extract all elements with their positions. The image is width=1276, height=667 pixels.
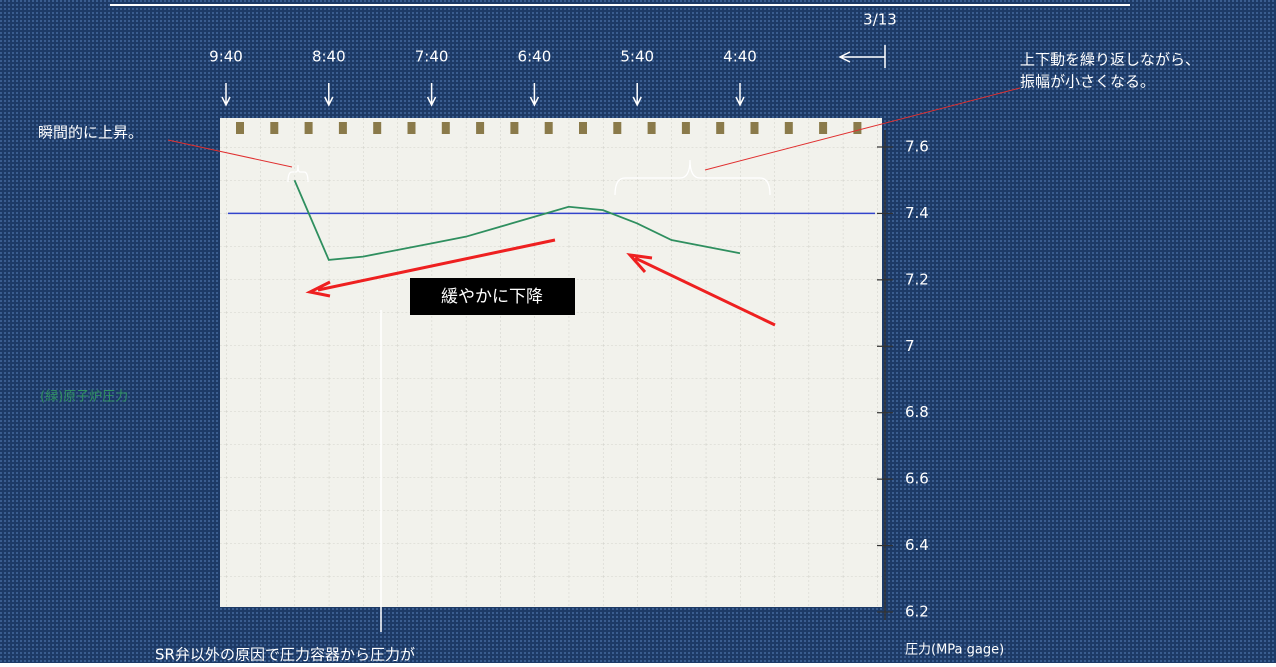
annotation-oscillation: 上下動を繰り返しながら、: [1020, 51, 1200, 69]
hole: [442, 122, 450, 134]
annotation-decline: 緩やかに下降: [441, 287, 543, 307]
x-tick-label: 4:40: [723, 48, 757, 66]
hole: [236, 122, 244, 134]
y-tick-label: 6.4: [905, 536, 929, 554]
hole: [613, 122, 621, 134]
hole: [408, 122, 416, 134]
y-tick-label: 6.6: [905, 470, 929, 488]
y-tick-label: 6.2: [905, 603, 929, 621]
hole: [819, 122, 827, 134]
date-label: 3/13: [863, 11, 897, 29]
x-tick-label: 7:40: [415, 48, 449, 66]
hole: [853, 122, 861, 134]
hole: [476, 122, 484, 134]
y-tick-label: 7.6: [905, 138, 929, 156]
hole: [339, 122, 347, 134]
hole: [579, 122, 587, 134]
annotation-spike: 瞬間的に上昇。: [38, 124, 143, 142]
x-tick-label: 5:40: [620, 48, 654, 66]
annotation-oscillation: 振幅が小さくなる。: [1020, 73, 1155, 91]
hole: [716, 122, 724, 134]
hole: [785, 122, 793, 134]
x-tick-label: 9:40: [209, 48, 243, 66]
x-tick-label: 6:40: [518, 48, 552, 66]
hole: [510, 122, 518, 134]
hole: [305, 122, 313, 134]
y-tick-label: 7.2: [905, 270, 929, 288]
legend-entry: (緑)原子炉圧力: [40, 390, 128, 405]
hole: [545, 122, 553, 134]
paper-grid: [220, 118, 882, 607]
bottom-note: SR弁以外の原因で圧力容器から圧力が: [155, 646, 415, 664]
hole: [682, 122, 690, 134]
y-tick-label: 7: [905, 337, 915, 355]
x-tick-label: 8:40: [312, 48, 346, 66]
y-tick-label: 6.8: [905, 403, 929, 421]
slide: 3/13 圧力(MPa gage) 瞬間的に上昇。 上下動を繰り返しながら、 振…: [0, 0, 1276, 663]
hole: [648, 122, 656, 134]
hole: [270, 122, 278, 134]
y-tick-label: 7.4: [905, 204, 929, 222]
hole: [751, 122, 759, 134]
y-axis-label: 圧力(MPa gage): [905, 643, 1004, 658]
hole: [373, 122, 381, 134]
